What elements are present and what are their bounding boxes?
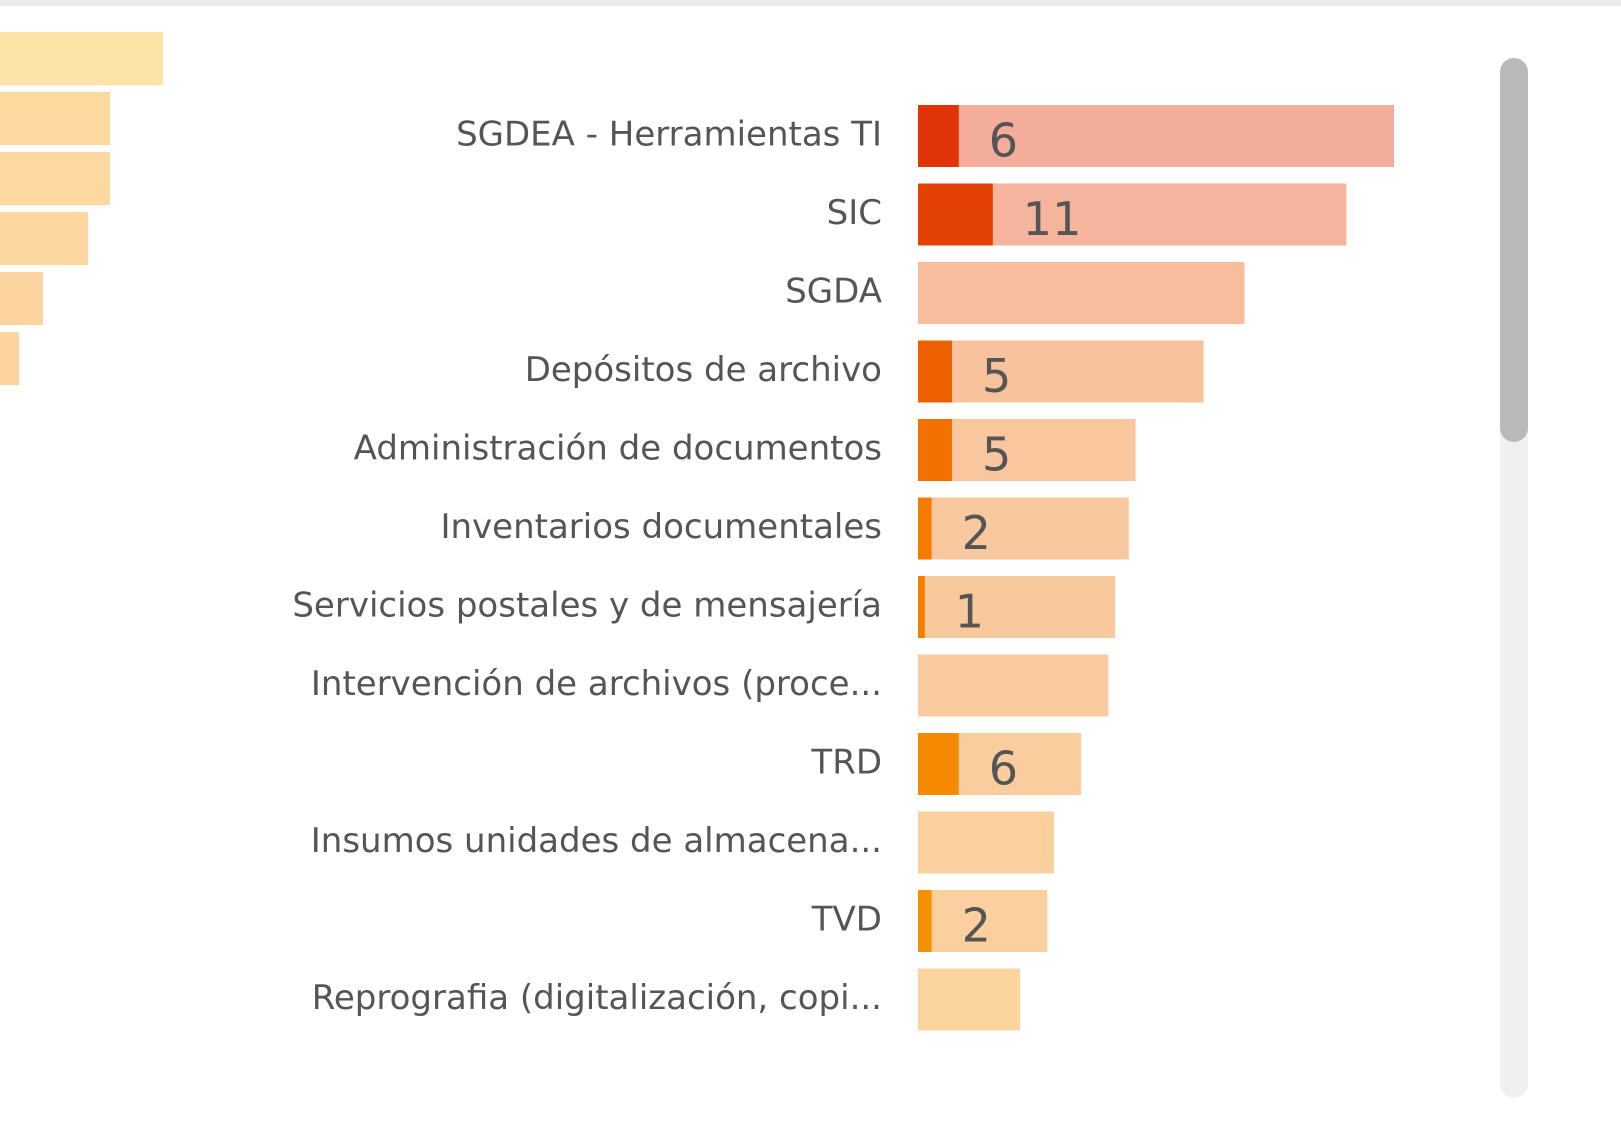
bar: [918, 340, 1204, 403]
highlight-bar: [918, 105, 959, 167]
data-label: 5: [982, 428, 1011, 482]
category-label: Servicios postales y de mensajería: [292, 586, 882, 626]
bar: [0, 212, 88, 265]
bar: [918, 262, 1245, 324]
category-label: Administración de documentos: [354, 429, 882, 469]
category-label: Depósitos de archivo: [525, 350, 882, 390]
bar: [0, 32, 163, 85]
data-label: 6: [989, 742, 1018, 796]
category-label: TVD: [811, 900, 882, 940]
bar: [918, 968, 1020, 1031]
data-label: 1: [955, 585, 984, 639]
category-label: Inventarios documentales: [440, 507, 882, 547]
highlight-bar: [918, 497, 932, 560]
data-label: 2: [962, 506, 991, 560]
category-label: Insumos unidades de almacena...: [311, 821, 882, 861]
data-label: 2: [962, 899, 991, 953]
category-label: SGDEA - Herramientas TI: [456, 115, 882, 155]
top-border: [0, 0, 1621, 6]
data-label: 5: [982, 349, 1011, 403]
category-label: Intervención de archivos (proce...: [311, 664, 882, 704]
scroll-thumb[interactable]: [1500, 58, 1528, 442]
data-label: 6: [989, 114, 1018, 168]
bar: [918, 576, 1116, 638]
bar: [0, 332, 19, 385]
highlight-bar: [918, 183, 993, 246]
category-label: TRD: [810, 743, 882, 783]
data-label: 11: [1023, 192, 1082, 246]
highlight-bar: [918, 890, 932, 952]
category-label: SIC: [827, 193, 882, 233]
bar: [918, 890, 1048, 952]
bar: [0, 152, 110, 205]
bar: [0, 272, 43, 325]
category-label: SGDA: [785, 272, 882, 312]
highlight-bar: [918, 419, 952, 481]
bar: [918, 105, 1394, 167]
category-label: Reprografia (digitalización, copi...: [312, 978, 882, 1018]
bar: [918, 811, 1054, 874]
highlight-bar: [918, 576, 925, 638]
highlight-bar: [918, 733, 959, 795]
highlight-bar: [918, 340, 952, 403]
bar: [918, 419, 1136, 481]
bar: [918, 654, 1109, 717]
bar: [918, 497, 1129, 560]
bar: [0, 92, 110, 145]
